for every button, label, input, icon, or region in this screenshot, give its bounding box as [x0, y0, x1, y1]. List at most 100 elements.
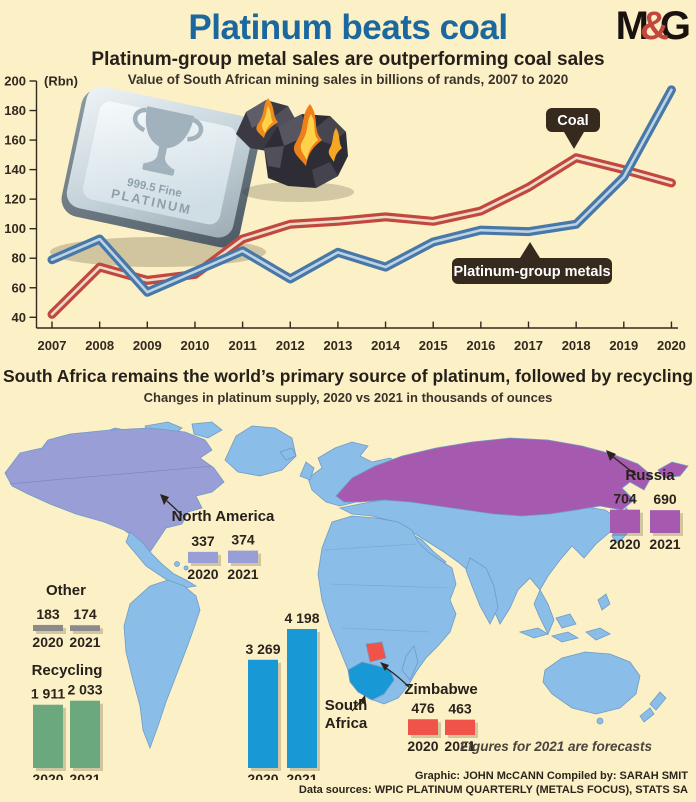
bar-russia-2020 — [610, 509, 640, 533]
bar-year: 2020 — [187, 566, 218, 582]
chart-description: Value of South African mining sales in b… — [127, 72, 569, 87]
y-tick-label: 180 — [4, 103, 26, 118]
region-label-north-america: North America — [172, 508, 275, 525]
supply-group-russia: Russia 704 2020 690 2021 — [609, 467, 683, 552]
supply-group-north-america: North America 337 2020 374 2021 — [172, 508, 275, 582]
y-axis-unit-label: (Rbn) — [44, 74, 78, 89]
x-tick-label: 2017 — [514, 338, 543, 353]
bar-year: 2021 — [286, 771, 317, 780]
supply-group-zimbabwe: Zimbabwe 476 2020 463 2021 — [404, 681, 478, 754]
bar-other-2021 — [70, 625, 100, 631]
x-tick-label: 2012 — [276, 338, 305, 353]
supply-group-recycling: Recycling 1 911 2020 2 033 2021 — [31, 662, 103, 780]
coal-illustration — [236, 98, 354, 202]
north-america-region — [4, 427, 225, 553]
bar-value: 183 — [36, 606, 60, 622]
world-map-land — [4, 421, 689, 750]
trophy-icon — [132, 106, 204, 176]
australia — [542, 651, 641, 715]
bar-year: 2020 — [609, 536, 640, 552]
x-tick-label: 2019 — [609, 338, 638, 353]
x-tick-label: 2013 — [323, 338, 352, 353]
bar-year: 2021 — [69, 634, 100, 650]
region-label-zimbabwe: Zimbabwe — [404, 681, 477, 698]
bar-year: 2020 — [32, 771, 63, 780]
footer-credit: Graphic: JOHN McCANN Compiled by: SARAH … — [414, 770, 688, 782]
bar-value: 1 911 — [31, 686, 65, 702]
x-tick-label: 2010 — [180, 338, 209, 353]
bar-value: 2 033 — [67, 682, 102, 698]
bar-zimbabwe-2021 — [445, 719, 475, 735]
bar-value: 463 — [448, 701, 472, 717]
bar-year: 2021 — [444, 738, 475, 754]
map-section-title: South Africa remains the world’s primary… — [2, 366, 694, 386]
bar-year: 2020 — [407, 738, 438, 754]
bar-value: 3 269 — [245, 641, 280, 657]
bar-value: 374 — [231, 532, 255, 548]
series-tag-label: Coal — [557, 113, 588, 129]
russia-region — [335, 437, 653, 517]
y-tick-label: 60 — [12, 280, 26, 295]
y-tick-label: 80 — [12, 251, 26, 266]
zimbabwe-region — [365, 641, 387, 663]
bar-zimbabwe-2020 — [408, 719, 438, 735]
x-tick-label: 2018 — [562, 338, 591, 353]
series-core-pgm — [50, 88, 673, 294]
supply-group-other: Other 183 2020 174 2021 — [32, 582, 103, 650]
series-tag-label: Platinum-group metals — [453, 264, 610, 280]
line-chart: 999.5 Fine PLATINUM 40 60 80 100 120 140 160 18… — [4, 74, 686, 354]
bar-value: 337 — [191, 533, 215, 549]
y-tick-label: 40 — [12, 310, 26, 325]
series-core-coal — [50, 156, 673, 316]
bar-year: 2020 — [247, 771, 278, 780]
series-tag-coal: Coal — [546, 108, 600, 149]
bar-value: 690 — [653, 491, 677, 507]
y-tick-label: 200 — [4, 74, 26, 89]
south-america — [123, 579, 201, 750]
footer-sources: Data sources: WPIC PLATINUM QUARTERLY (M… — [298, 784, 688, 796]
south-africa-region — [347, 661, 395, 701]
chart-subtitle: Platinum-group metal sales are outperfor… — [91, 49, 605, 70]
bar-russia-2021 — [650, 510, 680, 533]
bar-value: 476 — [411, 700, 435, 716]
x-tick-label: 2014 — [371, 338, 401, 353]
y-tick-label: 120 — [4, 192, 26, 207]
x-tick-label: 2015 — [419, 338, 448, 353]
bar-recycling-2021 — [70, 700, 100, 768]
x-tick-label: 2007 — [38, 338, 67, 353]
x-tick-label: 2020 — [657, 338, 686, 353]
y-tick-label: 160 — [4, 133, 26, 148]
x-tick-label: 2009 — [133, 338, 162, 353]
bar-north-america-2020 — [188, 551, 218, 563]
forecast-note: Figures for 2021 are forecasts — [459, 739, 653, 754]
bar-year: 2020 — [32, 634, 63, 650]
greenland — [224, 425, 297, 477]
y-tick-label: 140 — [4, 162, 26, 177]
flame-icon — [328, 128, 342, 162]
bar-value: 704 — [613, 491, 637, 507]
logo-g: G — [659, 4, 691, 48]
bar-value: 4 198 — [284, 610, 319, 626]
bar-other-2020 — [33, 624, 63, 631]
x-tick-label: 2008 — [85, 338, 114, 353]
bar-south-africa-2020 — [248, 659, 278, 768]
region-label-other: Other — [46, 582, 86, 599]
mg-logo: M&G — [616, 4, 691, 48]
y-tick-label: 100 — [4, 221, 26, 236]
bar-recycling-2020 — [33, 704, 63, 768]
region-label-recycling: Recycling — [32, 662, 103, 679]
logo-ampersand: & — [639, 4, 669, 48]
region-label-russia: Russia — [625, 467, 675, 484]
page-title: Platinum beats coal — [188, 8, 508, 47]
region-label-south-africa: Africa — [325, 715, 368, 732]
bar-year: 2021 — [227, 566, 258, 582]
bar-north-america-2021 — [228, 550, 258, 563]
platinum-ingot-illustration: 999.5 Fine PLATINUM — [50, 86, 266, 267]
bar-value: 174 — [73, 606, 97, 622]
series-tag-pgm: Platinum-group metals — [452, 242, 612, 284]
bar-year: 2021 — [649, 536, 680, 552]
africa — [317, 515, 457, 705]
